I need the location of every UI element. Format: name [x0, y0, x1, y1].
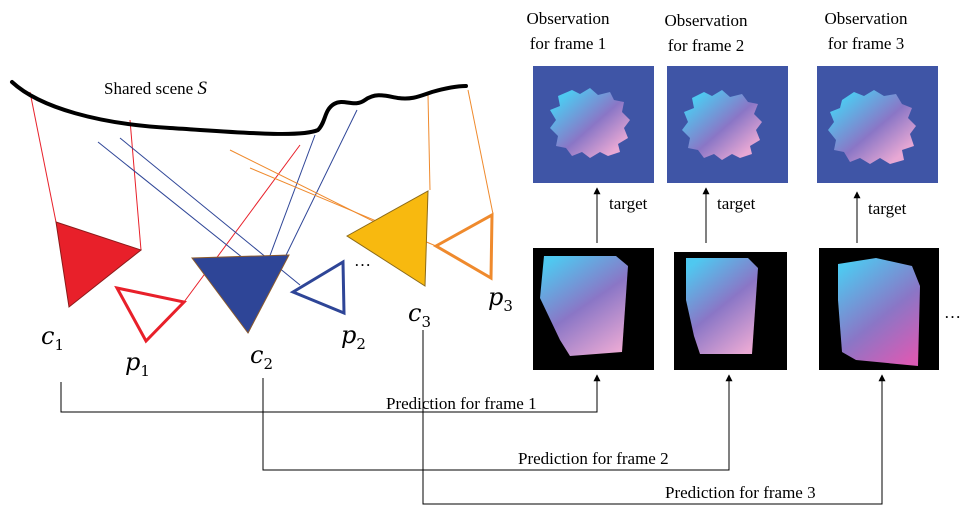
observation-title-2-line1: Observation [664, 11, 748, 30]
projector-1-rays [183, 144, 301, 303]
prediction-image-2 [674, 252, 787, 370]
scene-surface [10, 80, 468, 136]
camera-2-label: c2 [250, 341, 273, 373]
target-label-2: target [717, 194, 756, 213]
camera-3-label: c3 [408, 299, 431, 331]
scene-group: Shared scene S … c1 c2 c3 p1 p2 p3 [10, 78, 513, 380]
observation-image-3 [817, 66, 938, 183]
target-label-1: target [609, 194, 648, 213]
prediction-path-2 [262, 374, 733, 471]
projector-3-label: p3 [488, 283, 513, 315]
prediction-label-2: Prediction for frame 2 [518, 449, 669, 468]
camera-2-triangle [191, 254, 290, 334]
observation-title-3-line1: Observation [824, 9, 908, 28]
projector-1-label: p1 [125, 348, 150, 380]
projector-3-triangle [432, 212, 494, 281]
observation-title-1-line1: Observation [526, 9, 610, 28]
camera-1-triangle [55, 221, 143, 308]
prediction-image-1 [533, 248, 654, 370]
prediction-image-3 [819, 248, 939, 370]
observation-title-1-line2: for frame 1 [530, 34, 606, 53]
observation-title-2-line2: for frame 2 [668, 36, 744, 55]
scene-label: Shared scene S [104, 78, 207, 99]
projector-1-triangle [114, 285, 187, 344]
camera-3-rays [229, 89, 494, 233]
prediction-path-3 [422, 330, 886, 505]
scene-ellipsis: … [354, 251, 371, 270]
prediction-path-1 [60, 374, 601, 413]
camera-3-triangle [346, 190, 429, 287]
prediction-label-3: Prediction for frame 3 [665, 483, 816, 502]
camera-1-rays [29, 91, 142, 251]
camera-1-label: c1 [41, 322, 64, 354]
projector-2-label: p2 [341, 321, 366, 353]
observation-image-2 [667, 66, 788, 183]
row-ellipsis: … [944, 303, 960, 322]
observation-title-3-line2: for frame 3 [828, 34, 904, 53]
prediction-label-1: Prediction for frame 1 [386, 394, 537, 413]
projector-2-triangle [289, 259, 346, 316]
observation-image-1 [533, 66, 654, 183]
target-label-3: target [868, 199, 907, 218]
